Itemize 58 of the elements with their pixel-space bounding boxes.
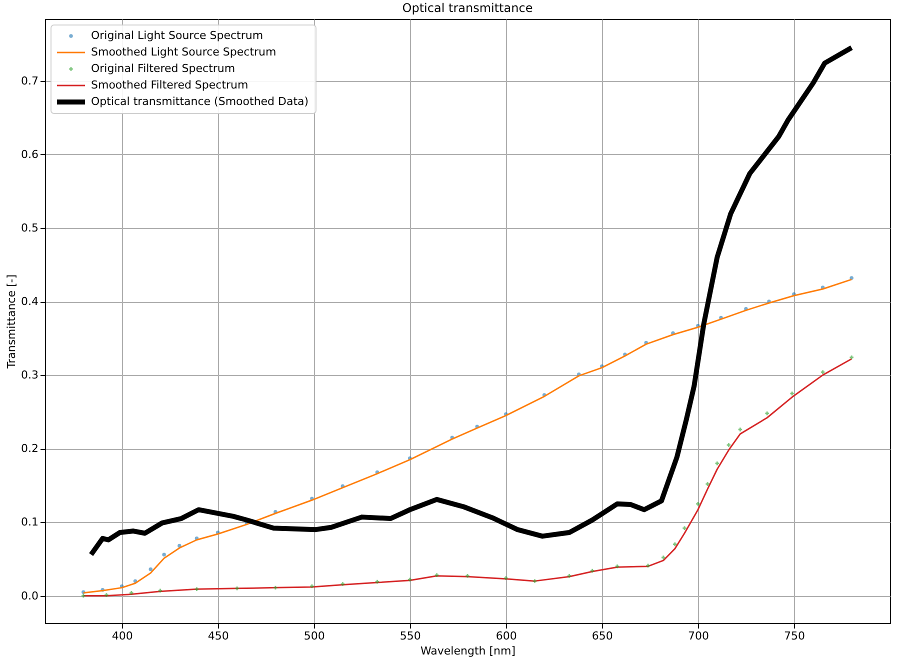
point [706,482,710,486]
point [466,574,470,578]
point [682,526,686,530]
point [715,461,720,466]
y-tick-label: 0.6 [21,148,38,161]
legend-label: Smoothed Light Source Spectrum [91,46,276,58]
x-tick-label: 700 [688,630,709,642]
point [590,568,594,573]
x-tick-label: 500 [304,630,325,642]
point [340,582,345,586]
point [696,502,700,506]
point [194,587,199,592]
legend-label: Original Light Source Spectrum [91,29,264,42]
point [567,574,572,578]
point [615,564,620,568]
point [646,564,650,568]
y-axis-title: Transmittance [-] [5,274,18,370]
point [765,411,769,416]
point [738,428,742,432]
x-axis-title: Wavelength [nm] [420,644,516,658]
x-tick-label: 450 [208,630,229,642]
y-tick-label: 0.4 [21,295,38,308]
point [235,586,239,590]
point [408,578,412,582]
x-tick-label: 400 [112,630,133,642]
point [310,584,314,588]
point [274,586,278,590]
legend-label: Smoothed Filtered Spectrum [91,78,248,92]
y-tick-label: 0.5 [21,221,38,234]
point [662,556,666,560]
y-tick-label: 0.7 [21,74,38,88]
point [820,370,825,374]
point [130,590,134,595]
point [434,573,439,578]
point [375,580,380,584]
x-tick-label: 600 [496,630,517,642]
point [790,392,794,396]
point [850,356,854,360]
point [162,552,166,556]
y-tick-label: 0.0 [21,589,38,602]
x-tick-label: 550 [400,630,421,642]
point [148,567,152,572]
chart-title: Optical transmittance [402,1,533,15]
point [673,542,677,546]
point [532,579,537,583]
y-tick-label: 0.2 [21,442,38,456]
point [726,443,731,447]
y-tick-label: 0.3 [21,368,38,382]
x-tick-label: 650 [592,630,613,642]
legend-label: Original Filtered Spectrum [91,62,236,75]
point [504,576,508,580]
point [158,588,162,592]
point [104,593,108,597]
point [82,594,86,598]
y-tick-label: 0.1 [21,516,38,529]
x-tick-label: 750 [784,630,805,642]
legend-label: Optical transmittance (Smoothed Data) [91,95,309,108]
point [850,276,854,280]
